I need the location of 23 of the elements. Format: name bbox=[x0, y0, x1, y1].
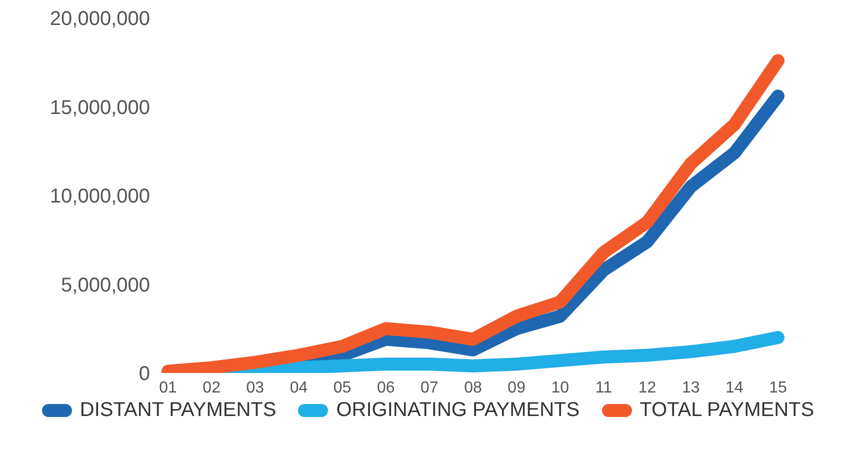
x-tick-label: 03 bbox=[246, 379, 264, 396]
legend-label: DISTANT PAYMENTS bbox=[80, 399, 276, 422]
y-tick-label: 10,000,000 bbox=[50, 186, 150, 208]
y-tick-label: 0 bbox=[138, 363, 150, 386]
x-tick-label: 11 bbox=[595, 379, 612, 396]
y-tick-label: 20,000,000 bbox=[50, 8, 150, 30]
y-tick-label: 5,000,000 bbox=[61, 274, 150, 296]
x-tick-label: 05 bbox=[333, 379, 352, 396]
x-tick-label: 07 bbox=[420, 379, 438, 396]
x-tick-label: 13 bbox=[682, 379, 700, 396]
x-tick-label: 09 bbox=[508, 379, 526, 396]
x-tick-label: 02 bbox=[202, 379, 221, 396]
legend-label: TOTAL PAYMENTS bbox=[640, 399, 814, 422]
x-tick-label: 12 bbox=[638, 379, 656, 396]
y-tick-label: 15,000,000 bbox=[50, 96, 150, 119]
x-tick-label: 14 bbox=[726, 379, 744, 396]
x-tick-label: 08 bbox=[464, 379, 482, 396]
x-tick-label: 04 bbox=[290, 379, 308, 396]
x-tick-label: 15 bbox=[769, 379, 787, 396]
x-tick-label: 06 bbox=[376, 379, 395, 396]
legend-label: ORIGINATING PAYMENTS bbox=[336, 399, 580, 422]
x-tick-label: 01 bbox=[159, 379, 177, 396]
x-tick-label: 10 bbox=[551, 379, 570, 396]
